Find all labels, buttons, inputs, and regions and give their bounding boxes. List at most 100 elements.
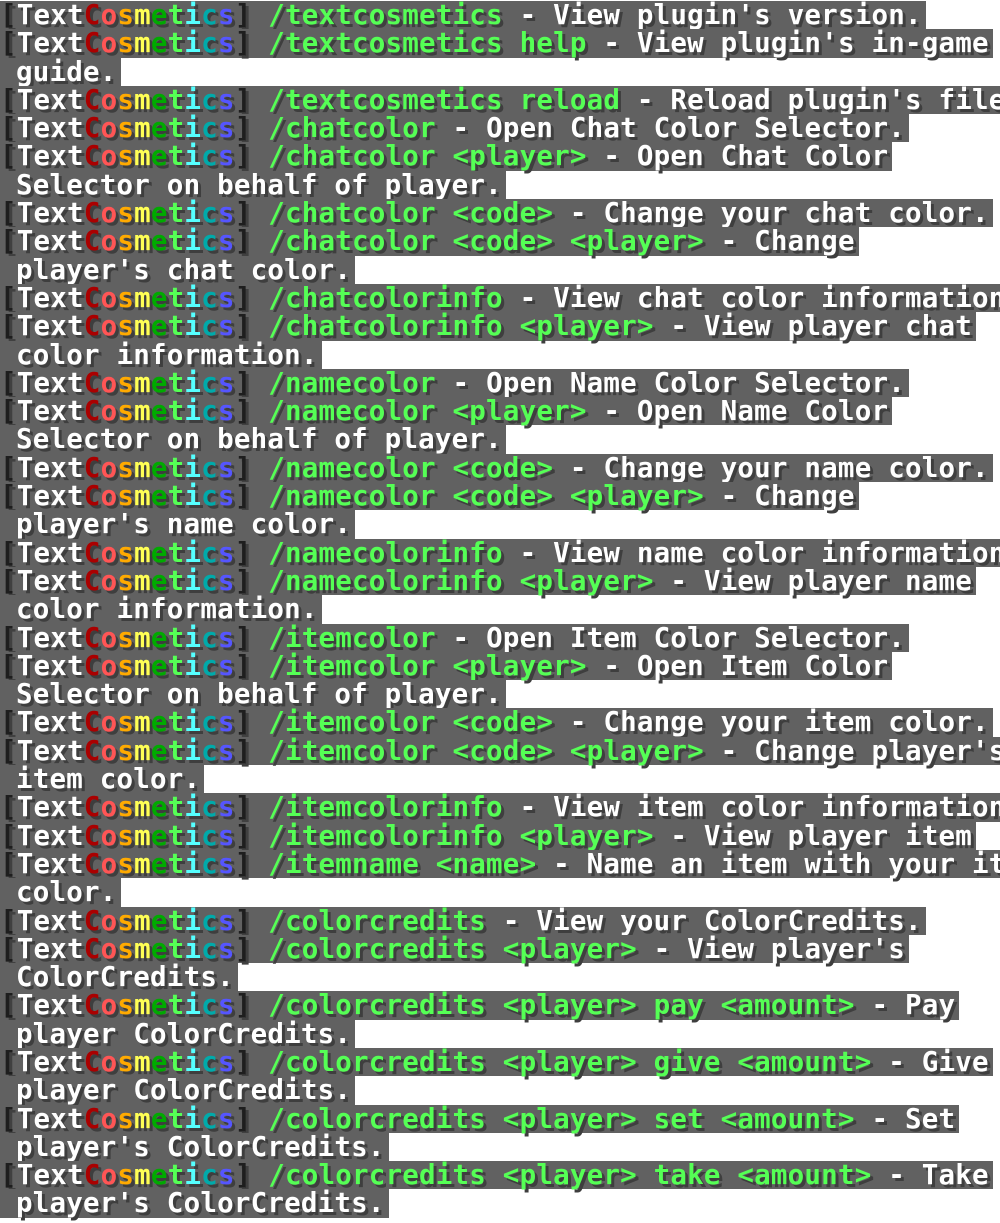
prefix-rainbow-letter: i [184, 791, 202, 824]
chat-message-bar: [TextCosmetics] /colorcredits <player> t… [0, 1159, 993, 1192]
plugin-prefix: [TextCosmetics] [0, 140, 251, 172]
prefix-rainbow-letter: C [83, 451, 101, 484]
description-text: - Give [871, 1045, 989, 1078]
prefix-text-word: Text [16, 395, 84, 428]
prefix-rainbow-letter: t [167, 621, 185, 654]
plugin-prefix: [TextCosmetics] [0, 367, 251, 399]
chat-message-bar: Selector on behalf of player. [0, 425, 506, 454]
prefix-open-bracket: [ [0, 27, 17, 60]
prefix-close-bracket: ] [234, 480, 252, 513]
prefix-rainbow-letter: s [217, 649, 235, 682]
prefix-rainbow-letter: C [83, 281, 101, 314]
prefix-close-bracket: ] [234, 0, 252, 31]
prefix-close-bracket: ] [234, 734, 252, 767]
prefix-rainbow-letter: o [100, 791, 118, 824]
prefix-rainbow-letter: m [134, 480, 151, 513]
prefix-text-word: Text [16, 281, 84, 314]
prefix-close-bracket: ] [234, 27, 252, 60]
chat-message-bar: [TextCosmetics] /itemcolor <player> - Op… [0, 649, 893, 682]
prefix-open-bracket: [ [0, 112, 17, 145]
prefix-rainbow-letter: e [150, 1102, 168, 1135]
chat-message-bar: [TextCosmetics] /itemcolorinfo - View it… [0, 791, 1000, 824]
plugin-prefix: [TextCosmetics] [0, 820, 251, 852]
prefix-rainbow-letter: s [217, 112, 235, 145]
chat-message-bar: [TextCosmetics] /chatcolor <code> - Chan… [0, 197, 993, 230]
prefix-rainbow-letter: o [100, 225, 118, 258]
description-text: - View chat color information. [502, 281, 1000, 314]
chat-message: [TextCosmetics] /namecolor <code> <playe… [0, 480, 1000, 513]
description-text: - View your ColorCredits. [486, 904, 922, 937]
description-text: - View player's [636, 932, 905, 965]
prefix-close-bracket: ] [234, 1102, 252, 1135]
prefix-rainbow-letter: e [150, 480, 168, 513]
prefix-rainbow-letter: e [150, 1159, 168, 1192]
prefix-rainbow-letter: e [150, 847, 168, 880]
prefix-rainbow-letter: o [100, 83, 118, 116]
prefix-close-bracket: ] [234, 83, 252, 116]
prefix-text-word: Text [16, 310, 84, 343]
description-continuation: color information. [16, 593, 318, 626]
prefix-rainbow-letter: c [201, 649, 218, 682]
prefix-rainbow-letter: m [134, 847, 151, 880]
command-text: /colorcredits <player> give <amount> [268, 1045, 872, 1078]
prefix-rainbow-letter: o [100, 0, 118, 31]
prefix-rainbow-letter: t [167, 932, 185, 965]
prefix-close-bracket: ] [234, 564, 252, 597]
plugin-prefix: [TextCosmetics] [0, 84, 251, 116]
prefix-rainbow-letter: c [201, 1159, 218, 1192]
chat-message-bar: player's ColorCredits. [0, 1133, 389, 1162]
description-text: - Change your chat color. [553, 197, 989, 230]
prefix-rainbow-letter: i [184, 989, 202, 1022]
prefix-open-bracket: [ [0, 791, 17, 824]
chat-message-bar: [TextCosmetics] /textcosmetics reload - … [0, 84, 1000, 116]
prefix-rainbow-letter: s [217, 140, 235, 173]
prefix-close-bracket: ] [234, 112, 252, 145]
prefix-rainbow-letter: s [217, 706, 235, 739]
prefix-rainbow-letter: s [117, 791, 135, 824]
description-text: - View player item [653, 819, 972, 852]
chat-message-bar: [TextCosmetics] /chatcolorinfo <player> … [0, 310, 976, 343]
description-text: - Open Chat Color Selector. [435, 112, 905, 145]
chat-message-continuation: Selector on behalf of player. [0, 171, 1000, 200]
plugin-prefix: [TextCosmetics] [0, 933, 251, 965]
prefix-rainbow-letter: t [167, 140, 185, 173]
chat-message-continuation: item color. [0, 765, 1000, 794]
prefix-rainbow-letter: t [167, 564, 185, 597]
prefix-rainbow-letter: c [201, 366, 218, 399]
prefix-rainbow-letter: i [184, 1159, 202, 1192]
prefix-rainbow-letter: C [83, 310, 101, 343]
command-text: /chatcolor <player> [268, 140, 587, 173]
chat-message-continuation: ColorCredits. [0, 963, 1000, 992]
chat-message: [TextCosmetics] /itemcolor <code> - Chan… [0, 706, 1000, 739]
prefix-rainbow-letter: c [201, 706, 218, 739]
command-text: /itemcolor <code> [268, 706, 554, 739]
prefix-rainbow-letter: e [150, 197, 168, 230]
command-text: /colorcredits <player> pay <amount> [268, 989, 855, 1022]
prefix-rainbow-letter: C [83, 1102, 101, 1135]
prefix-rainbow-letter: m [134, 791, 151, 824]
prefix-rainbow-letter: t [167, 197, 185, 230]
prefix-rainbow-letter: o [100, 310, 118, 343]
description-continuation: guide. [16, 55, 117, 88]
description-continuation: player's name color. [16, 508, 352, 541]
chat-message-bar: [TextCosmetics] /itemcolor <code> - Chan… [0, 706, 993, 739]
prefix-text-word: Text [16, 989, 84, 1022]
prefix-rainbow-letter: m [134, 310, 151, 343]
prefix-rainbow-letter: t [167, 1159, 185, 1192]
prefix-rainbow-letter: o [100, 1159, 118, 1192]
prefix-rainbow-letter: c [201, 621, 218, 654]
prefix-rainbow-letter: s [117, 310, 135, 343]
prefix-close-bracket: ] [234, 819, 252, 852]
prefix-text-word: Text [16, 451, 84, 484]
prefix-rainbow-letter: t [167, 847, 185, 880]
prefix-rainbow-letter: s [217, 536, 235, 569]
description-text: - View item color information. [502, 791, 1000, 824]
prefix-rainbow-letter: s [217, 1102, 235, 1135]
chat-message-bar: [TextCosmetics] /namecolor <code> - Chan… [0, 451, 993, 484]
prefix-open-bracket: [ [0, 904, 17, 937]
chat-message-bar: player's ColorCredits. [0, 1189, 389, 1218]
chat-message-bar: guide. [0, 55, 121, 88]
chat-message: [TextCosmetics] /namecolor <code> - Chan… [0, 451, 1000, 484]
prefix-text-word: Text [16, 904, 84, 937]
